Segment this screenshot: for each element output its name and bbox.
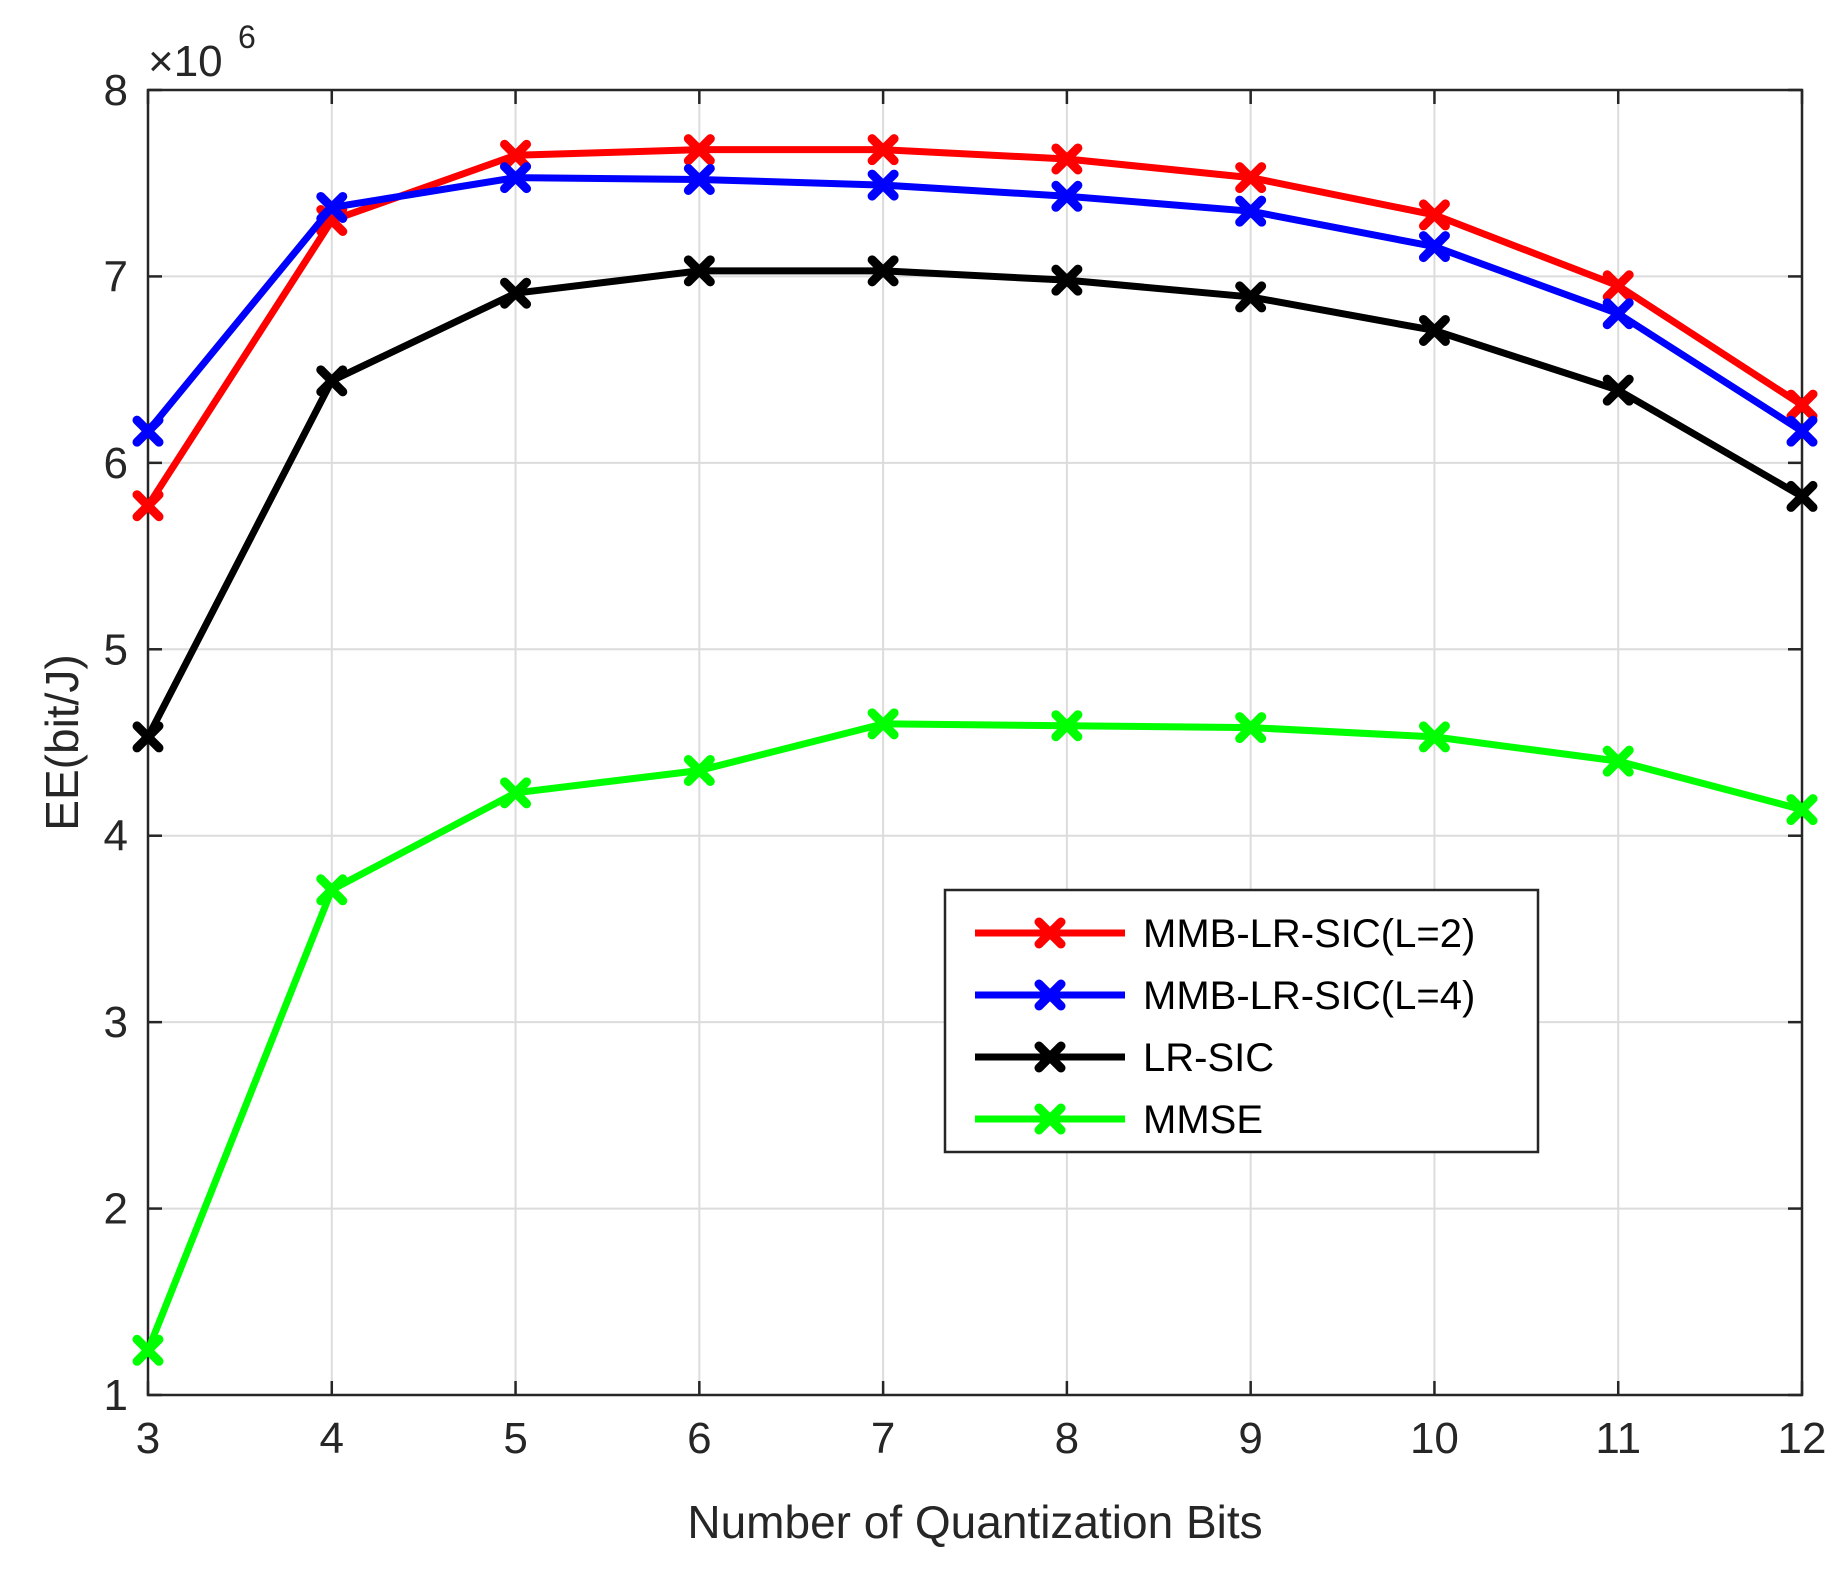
data-point [867,255,899,287]
data-point [1235,162,1267,194]
data-point [1602,298,1634,330]
data-point [1602,374,1634,406]
x-tick-label: 7 [871,1414,895,1463]
series-4 [132,708,1818,1366]
data-point [316,874,348,906]
data-point [1786,480,1818,512]
data-point [500,277,532,309]
series-3 [132,255,1818,753]
data-point [132,721,164,753]
data-point [683,754,715,786]
x-tick-label: 3 [136,1414,160,1463]
legend-label: MMSE [1143,1098,1263,1142]
data-point [500,777,532,809]
data-point [1602,270,1634,302]
y-tick-label: 8 [104,66,128,115]
x-tick-label: 6 [687,1414,711,1463]
data-point [1418,314,1450,346]
data-point [1051,180,1083,212]
data-point [683,163,715,195]
data-point [500,139,532,171]
y-tick-label: 6 [104,439,128,488]
data-point [500,162,532,194]
data-point [1786,794,1818,826]
data-point [1051,264,1083,296]
data-point [867,708,899,740]
series-line [144,720,1803,1352]
data-point [1235,712,1267,744]
y-multiplier-base: ×10 [148,37,223,86]
data-point [132,415,164,447]
x-tick-label: 5 [503,1414,527,1463]
series-2 [132,162,1818,447]
y-tick-label: 1 [104,1371,128,1420]
y-axis-label: EE(bit/J) [36,654,88,830]
data-point [132,1334,164,1366]
series-1 [132,134,1818,522]
x-tick-label: 4 [320,1414,344,1463]
series-line [144,267,1804,739]
data-point [1786,415,1818,447]
series-line [145,174,1804,435]
y-tick-label: 2 [104,1185,128,1234]
legend-entry: LR-SIC [975,1036,1274,1080]
series-line [145,146,1804,508]
y-tick-label: 7 [104,252,128,301]
data-point [1418,199,1450,231]
y-tick-label: 4 [104,812,128,861]
legend-entry: MMSE [975,1098,1263,1142]
series-group [132,134,1818,1366]
data-point [867,134,899,166]
data-point [1418,721,1450,753]
x-tick-label: 11 [1595,1414,1641,1463]
x-tick-label: 9 [1238,1414,1262,1463]
legend: MMB-LR-SIC(L=2) MMB-LR-SIC(L=4) LR-SIC MMSE [943,888,1540,1154]
legend-label: MMB-LR-SIC(L=2) [1143,912,1475,956]
legend-marker [1034,979,1066,1011]
data-point [316,191,348,223]
x-tick-label: 12 [1778,1414,1827,1463]
data-point [1786,389,1818,421]
plot-area [148,90,1802,1395]
legend-marker [1034,917,1066,949]
legend-label: MMB-LR-SIC(L=4) [1143,974,1475,1018]
data-point [316,365,348,397]
data-point [1235,195,1267,227]
y-multiplier-exponent: 6 [238,19,256,55]
data-point [1051,143,1083,175]
data-point [1235,281,1267,313]
x-tick-label: 8 [1055,1414,1079,1463]
legend-entry: MMB-LR-SIC(L=4) [975,974,1475,1018]
data-point [867,169,899,201]
data-point [1602,745,1634,777]
data-point [683,134,715,166]
y-tick-label: 5 [104,625,128,674]
data-point [1418,231,1450,263]
data-point [132,490,164,522]
legend-marker [1034,1103,1066,1135]
legend-label: LR-SIC [1143,1036,1274,1080]
y-tick-label: 3 [104,998,128,1047]
data-point [1051,710,1083,742]
legend-entry: MMB-LR-SIC(L=2) [975,912,1475,956]
x-axis-label: Number of Quantization Bits [687,1496,1262,1548]
legend-marker [1034,1041,1066,1073]
x-tick-label: 10 [1410,1414,1459,1463]
data-point [683,255,715,287]
